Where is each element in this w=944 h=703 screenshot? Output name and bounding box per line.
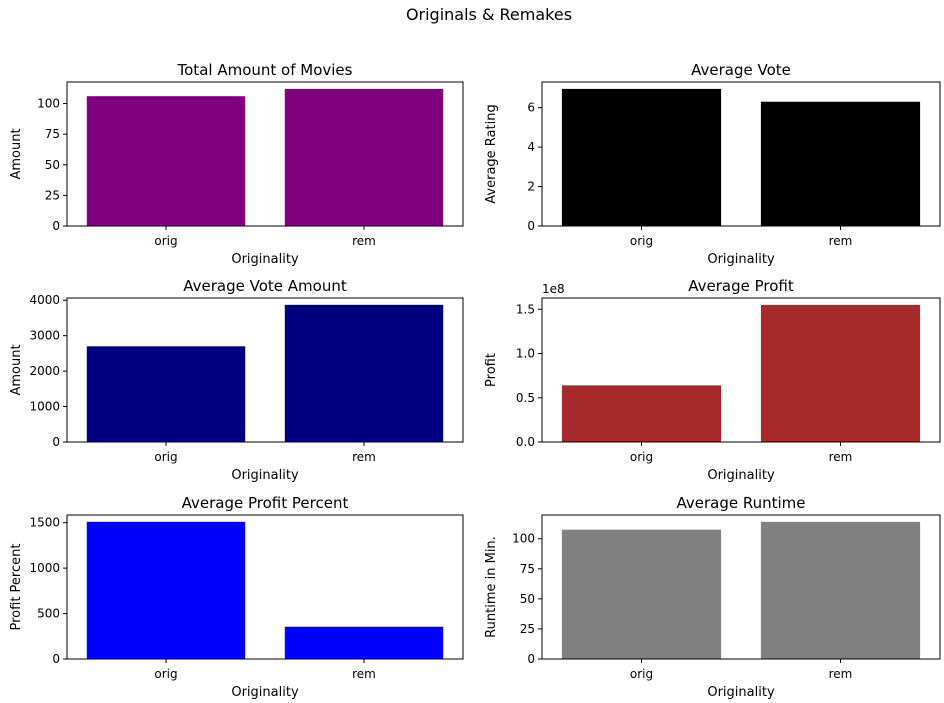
y-axis-label: Profit: [484, 353, 499, 387]
bar: [284, 88, 444, 226]
y-tick-label: 50: [45, 158, 60, 172]
bar: [561, 529, 722, 659]
chart-panel: orig rem 0.0 0.5 1.0 1.5 Average Profit Origina…: [484, 277, 941, 483]
y-tick-label: 1.5: [516, 302, 535, 316]
chart-panel: orig rem 0 2 4 6 Average Vote Originality Averag…: [484, 61, 941, 267]
chart-panel: orig rem 0 1000 2000 3000 4000 Average Vote Amo…: [9, 277, 464, 483]
y-tick-label: 2000: [29, 364, 60, 378]
x-axis-label: Originality: [707, 252, 775, 267]
x-axis-label: Originality: [231, 468, 299, 483]
y-axis-label: Amount: [9, 128, 24, 179]
y-axis-label: Average Rating: [484, 104, 499, 203]
x-tick-label: rem: [829, 234, 853, 248]
y-tick-label: 1.0: [516, 347, 535, 361]
y-tick-label: 100: [512, 532, 535, 546]
y-tick-label: 0: [52, 219, 60, 233]
bar: [86, 96, 246, 227]
y-tick-label: 75: [520, 562, 535, 576]
axes-frame: [66, 81, 464, 227]
bar: [760, 304, 921, 442]
axes-frame: [541, 81, 941, 227]
bar: [760, 101, 921, 226]
chart-panel: orig rem 0 25 50 75 100 Total Amount of Movies O…: [9, 61, 464, 267]
y-tick-label: 2: [527, 180, 535, 194]
bar: [561, 88, 722, 226]
y-tick-label: 0: [52, 435, 60, 449]
chart-panel: orig rem 0 25 50 75 100 Average Runtime Original…: [484, 494, 941, 700]
y-tick-label: 3000: [29, 329, 60, 343]
bar: [86, 521, 246, 659]
chart-title: Average Vote Amount: [183, 277, 347, 295]
chart-title: Average Profit Percent: [182, 494, 349, 512]
x-axis-label: Originality: [707, 685, 775, 700]
chart-title: Average Vote: [691, 61, 791, 79]
x-tick-label: rem: [829, 450, 853, 464]
y-tick-label: 0.0: [516, 435, 535, 449]
y-tick-label: 75: [45, 127, 60, 141]
y-tick-label: 1500: [29, 516, 60, 530]
y-tick-label: 500: [37, 607, 60, 621]
figure-suptitle: Originals & Remakes: [406, 5, 572, 24]
y-tick-label: 6: [527, 101, 535, 115]
y-tick-label: 25: [520, 622, 535, 636]
y-axis-label: Runtime in Min.: [484, 536, 499, 638]
x-tick-label: orig: [154, 234, 177, 248]
y-tick-label: 50: [520, 592, 535, 606]
bar: [284, 304, 444, 442]
y-tick-label: 4000: [29, 293, 60, 307]
y-tick-label: 0: [527, 219, 535, 233]
chart-title: Average Runtime: [676, 494, 805, 512]
y-tick-label: 0: [52, 652, 60, 666]
x-tick-label: orig: [154, 667, 177, 681]
bar: [561, 385, 722, 442]
chart-panel: orig rem 0 500 1000 1500 Average Profit Percen…: [9, 494, 464, 700]
axes-frame: [541, 297, 941, 443]
y-tick-label: 1000: [29, 561, 60, 575]
x-tick-label: rem: [352, 234, 376, 248]
x-axis-label: Originality: [707, 468, 775, 483]
y-tick-label: 1000: [29, 400, 60, 414]
axes-frame: [541, 514, 941, 660]
x-tick-label: orig: [154, 450, 177, 464]
bar: [760, 521, 921, 659]
x-tick-label: rem: [352, 667, 376, 681]
chart-title: Average Profit: [688, 277, 794, 295]
y-tick-label: 25: [45, 188, 60, 202]
axes-frame: [66, 514, 464, 660]
x-tick-label: orig: [630, 667, 653, 681]
x-axis-label: Originality: [231, 252, 299, 267]
axes-frame: [66, 297, 464, 443]
y-offset-label: 1e8: [542, 282, 565, 296]
y-tick-label: 4: [527, 140, 535, 154]
y-axis-label: Profit Percent: [9, 544, 24, 631]
x-tick-label: orig: [630, 450, 653, 464]
x-axis-label: Originality: [231, 685, 299, 700]
y-axis-label: Amount: [9, 344, 24, 395]
y-tick-label: 100: [37, 97, 60, 111]
bar: [86, 346, 246, 442]
x-tick-label: orig: [630, 234, 653, 248]
x-tick-label: rem: [352, 450, 376, 464]
y-tick-label: 0.5: [516, 391, 535, 405]
bar: [284, 626, 444, 659]
chart-title: Total Amount of Movies: [177, 61, 353, 79]
y-tick-label: 0: [527, 652, 535, 666]
x-tick-label: rem: [829, 667, 853, 681]
